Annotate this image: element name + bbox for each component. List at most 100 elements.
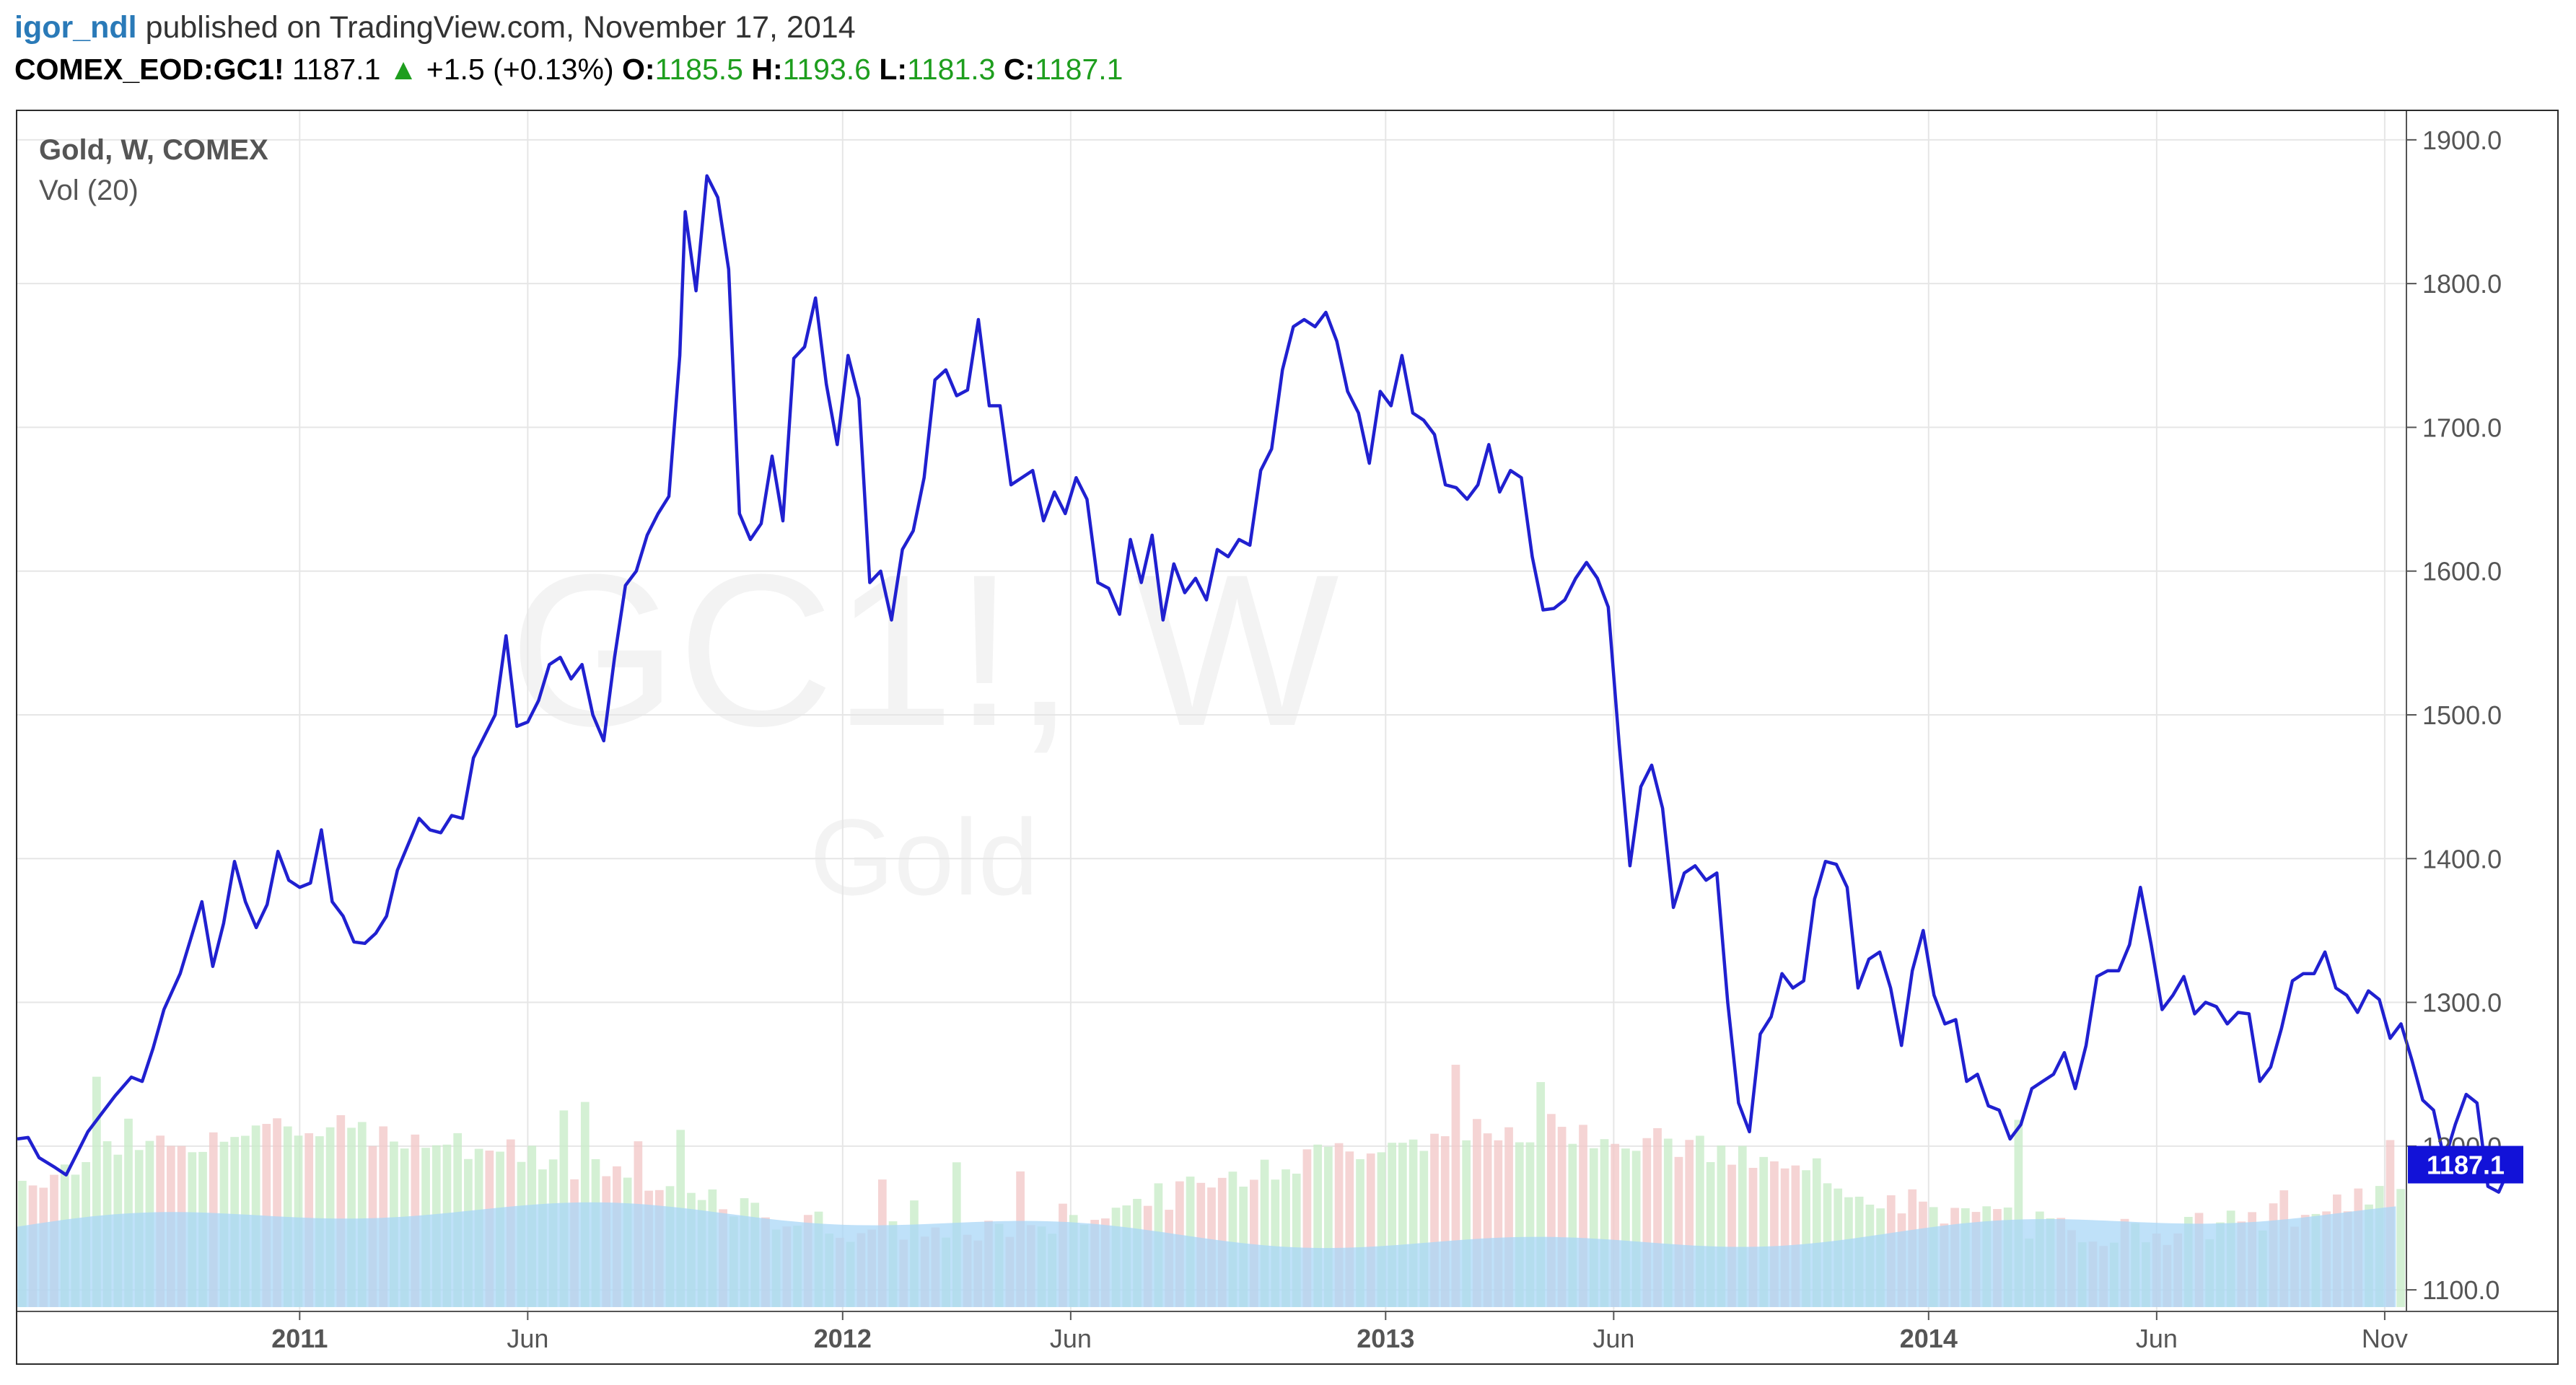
volume-bar — [2396, 1189, 2405, 1307]
volume-bar — [273, 1118, 281, 1307]
volume-bar — [1260, 1159, 1269, 1307]
volume-bar — [1377, 1152, 1386, 1307]
volume-bar — [1483, 1133, 1492, 1307]
x-tick-label: 2014 — [1900, 1324, 1958, 1353]
y-tick-label: 1500.0 — [2422, 700, 2502, 730]
volume-bar — [1674, 1156, 1683, 1307]
volume-bar — [1271, 1179, 1280, 1307]
volume-bar — [1388, 1143, 1397, 1307]
last-price: 1187.1 — [292, 53, 381, 86]
x-tick-label: Nov — [2362, 1324, 2408, 1353]
open-value: 1185.5 — [654, 53, 743, 86]
volume-bar — [1356, 1158, 1364, 1307]
volume-bar — [1440, 1136, 1450, 1307]
x-tick-label: 2011 — [271, 1324, 328, 1353]
publish-line: igor_ndl published on TradingView.com, N… — [14, 6, 2562, 49]
x-tick-label: Jun — [1593, 1324, 1634, 1353]
volume-bar — [1717, 1146, 1726, 1307]
quote-line: COMEX_EOD:GC1! 1187.1 ▲ +1.5 (+0.13%) O:… — [14, 49, 2562, 89]
legend-title[interactable]: Gold, W, COMEX — [39, 134, 268, 166]
volume-bar — [1250, 1179, 1258, 1307]
volume-bar — [124, 1118, 133, 1307]
close-value: 1187.1 — [1035, 53, 1123, 86]
volume-bar — [1642, 1138, 1652, 1307]
volume-bar — [1663, 1138, 1673, 1307]
author-link[interactable]: igor_ndl — [14, 10, 137, 45]
symbol-label: COMEX_EOD:GC1! — [14, 53, 284, 86]
published-text: published on TradingView.com, November 1… — [145, 10, 856, 45]
volume-bar — [1579, 1125, 1587, 1307]
volume-bar — [1748, 1167, 1758, 1307]
volume-bar — [1802, 1170, 1810, 1307]
close-label: C: — [1003, 53, 1035, 86]
open-label: O: — [622, 53, 655, 86]
volume-bar — [357, 1122, 367, 1307]
volume-bar — [1419, 1151, 1429, 1307]
volume-bar — [1611, 1143, 1620, 1307]
legend-volume[interactable]: Vol (20) — [39, 175, 139, 206]
volume-bar — [1228, 1171, 1237, 1307]
volume-bar — [1653, 1127, 1662, 1307]
price-series-line — [17, 174, 2521, 1194]
volume-bar — [1334, 1143, 1344, 1307]
volume-bar — [1504, 1127, 1513, 1307]
watermark-sub: Gold — [810, 796, 1038, 918]
volume-bar — [1430, 1133, 1439, 1307]
volume-bar — [1536, 1082, 1546, 1307]
volume-bar — [1462, 1140, 1471, 1307]
volume-bar — [1366, 1153, 1375, 1307]
volume-bar — [2014, 1120, 2023, 1307]
chart-header: igor_ndl published on TradingView.com, N… — [14, 6, 2562, 89]
volume-bar — [1600, 1139, 1609, 1307]
volume-bar — [1515, 1142, 1524, 1307]
volume-panel — [17, 1065, 2405, 1307]
volume-bar — [1812, 1158, 1821, 1307]
volume-bar — [1685, 1140, 1694, 1307]
chart-legend: Gold, W, COMEX Vol (20) — [39, 130, 268, 211]
x-tick-label: 2013 — [1357, 1324, 1414, 1353]
volume-bar — [1780, 1168, 1789, 1307]
price-change: +1.5 (+0.13%) — [426, 53, 614, 86]
low-label: L: — [879, 53, 908, 86]
volume-bar — [1589, 1148, 1598, 1307]
y-tick-label: 1300.0 — [2422, 988, 2502, 1018]
volume-bar — [325, 1127, 335, 1307]
y-tick-label: 1800.0 — [2422, 269, 2502, 299]
volume-bar — [336, 1114, 346, 1307]
volume-bar — [1451, 1065, 1460, 1307]
volume-bar — [1313, 1144, 1323, 1307]
volume-bar — [1547, 1114, 1556, 1307]
last-price-badge — [2408, 1146, 2523, 1184]
volume-bar — [1398, 1143, 1407, 1307]
volume-bar — [1292, 1174, 1301, 1307]
volume-bar — [1494, 1140, 1503, 1307]
y-tick-label: 1900.0 — [2422, 126, 2502, 155]
volume-bar — [1770, 1161, 1779, 1307]
volume-bar — [283, 1126, 292, 1307]
volume-bar — [262, 1124, 271, 1307]
up-arrow-icon: ▲ — [388, 53, 419, 86]
volume-bar — [1345, 1151, 1354, 1307]
low-value: 1181.3 — [907, 53, 996, 86]
y-tick-label: 1700.0 — [2422, 413, 2502, 442]
volume-bar — [1568, 1143, 1577, 1307]
volume-ma-area — [17, 1202, 2396, 1307]
volume-bar — [1525, 1142, 1535, 1307]
volume-bar — [1631, 1151, 1641, 1307]
volume-bar — [347, 1127, 356, 1307]
y-tick-label: 1400.0 — [2422, 844, 2502, 874]
x-tick-label: Jun — [1050, 1324, 1092, 1353]
x-tick-label: Jun — [507, 1324, 548, 1353]
volume-bar — [1738, 1146, 1747, 1307]
volume-bar — [1557, 1127, 1567, 1307]
volume-bar — [1282, 1169, 1290, 1307]
last-price-label: 1187.1 — [2427, 1151, 2505, 1180]
y-tick-label: 1600.0 — [2422, 557, 2502, 586]
x-tick-label: 2012 — [814, 1324, 872, 1353]
volume-bar — [1324, 1146, 1333, 1307]
volume-bar — [1409, 1139, 1418, 1307]
volume-bar — [1706, 1162, 1715, 1307]
watermark-main: GC1!, W — [509, 529, 1341, 771]
volume-bar — [1791, 1165, 1800, 1307]
